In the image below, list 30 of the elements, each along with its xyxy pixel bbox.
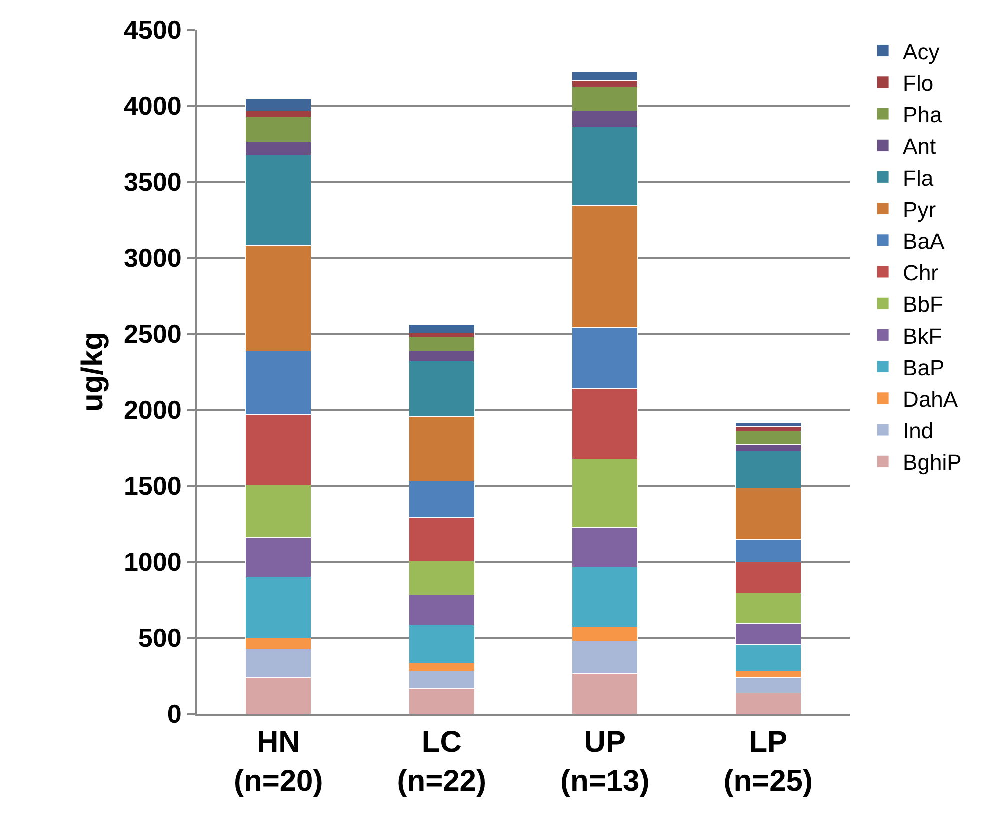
x-tick-label: LP (n=25) bbox=[724, 726, 813, 798]
legend-label: Ant bbox=[903, 134, 936, 160]
y-axis-title: ug/kg bbox=[76, 332, 110, 412]
legend-label: Pyr bbox=[903, 197, 936, 222]
legend-label: Flo bbox=[903, 70, 934, 96]
legend-label: DahA bbox=[903, 386, 958, 412]
y-tick-label: 4000 bbox=[124, 91, 182, 122]
legend-label: Chr bbox=[903, 260, 939, 286]
legend-label: Acy bbox=[903, 39, 940, 64]
y-tick-label: 0 bbox=[167, 699, 182, 730]
x-tick-label: UP (n=13) bbox=[560, 726, 650, 798]
y-tick-label: 3000 bbox=[124, 243, 182, 274]
legend-label: Pha bbox=[903, 102, 943, 128]
legend-label: BaA bbox=[903, 228, 945, 254]
legend-label: BkF bbox=[903, 324, 942, 349]
x-tick-label: LC (n=22) bbox=[397, 726, 486, 798]
bar bbox=[408, 324, 475, 334]
y-tick-label: 500 bbox=[138, 623, 182, 654]
y-tick-label: 2500 bbox=[124, 319, 182, 350]
legend-label: BaP bbox=[903, 355, 945, 380]
legend-label: BghiP bbox=[903, 450, 962, 476]
y-tick-label: 1000 bbox=[124, 547, 182, 578]
legend-label: Ind bbox=[903, 418, 934, 444]
legend-label: Fla bbox=[903, 166, 934, 191]
x-tick-label: HN (n=20) bbox=[234, 726, 324, 798]
y-tick-label: 1500 bbox=[124, 471, 182, 502]
y-tick-label: 3500 bbox=[124, 167, 182, 198]
legend-label: BbF bbox=[903, 292, 944, 318]
y-tick-label: 2000 bbox=[124, 395, 182, 426]
y-tick-label: 4500 bbox=[124, 15, 182, 46]
